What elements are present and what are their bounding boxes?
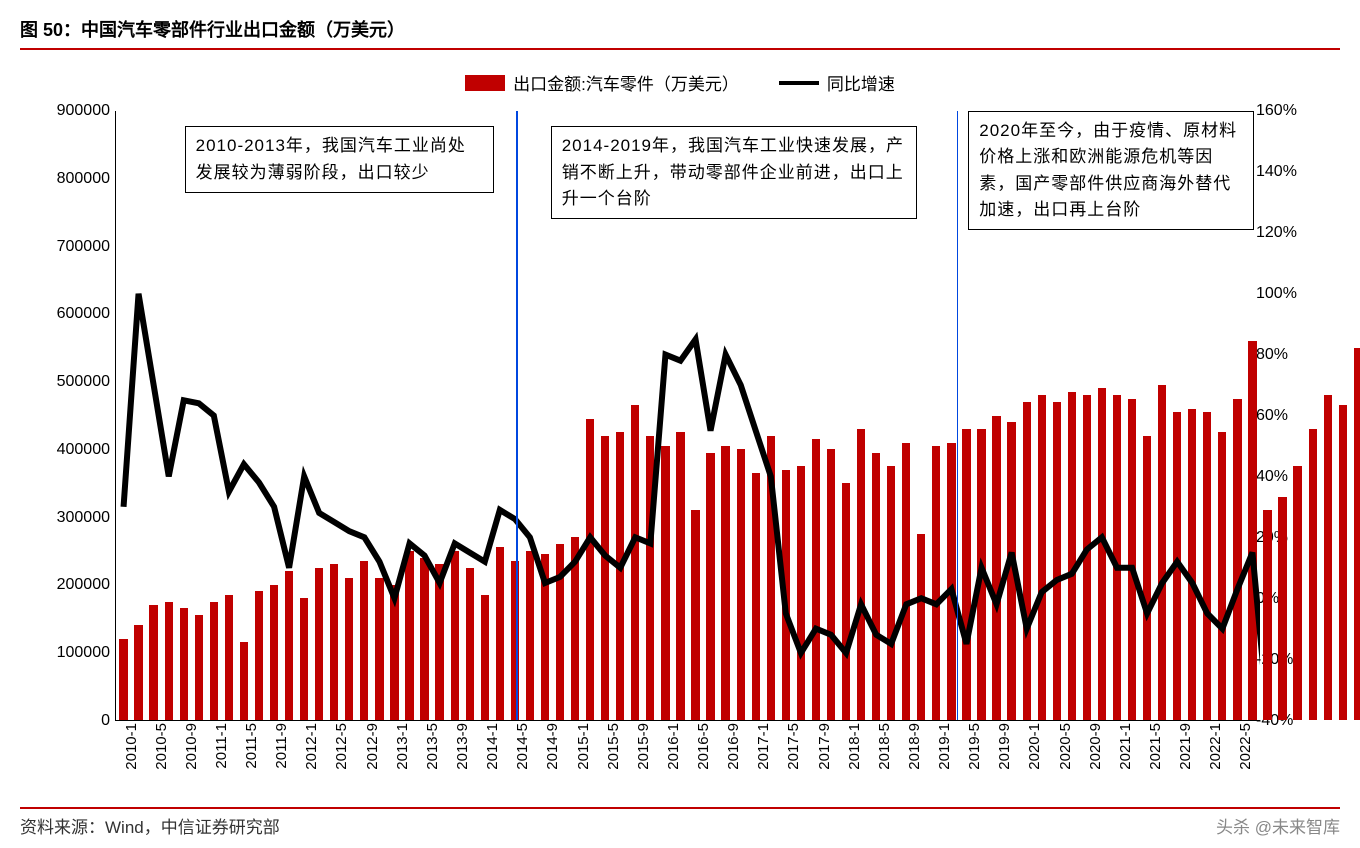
bar xyxy=(1354,348,1360,720)
x-tick: 2022-5 xyxy=(1237,723,1254,770)
y-left-tick: 100000 xyxy=(20,644,110,662)
x-axis: 2010-1 2010-5 2010-9 2011-1 2011-5 2011-9 2012… xyxy=(115,721,1260,801)
annotations-layer: 2010-2013年，我国汽车工业尚处发展较为薄弱阶段，出口较少 2014-201… xyxy=(116,111,1260,720)
bar xyxy=(1293,466,1301,720)
y-left-tick: 900000 xyxy=(20,102,110,120)
y-left-axis: 0100000200000300000400000500000600000700… xyxy=(20,111,110,721)
legend-bar-label: 出口金额:汽车零件（万美元） xyxy=(513,70,739,95)
x-tick: 2016-1 xyxy=(665,723,682,770)
x-tick: 2013-5 xyxy=(424,723,441,770)
y-left-tick: 800000 xyxy=(20,170,110,188)
y-right-tick: 160% xyxy=(1256,102,1346,120)
x-tick: 2010-5 xyxy=(153,723,170,770)
x-tick: 2011-1 xyxy=(213,723,230,769)
y-right-tick: 60% xyxy=(1256,407,1346,425)
divider-line xyxy=(957,111,959,720)
chart-container: 0 100000 200000 300000 400000 500000 600000 700… xyxy=(20,101,1340,801)
y-left-tick: 200000 xyxy=(20,576,110,594)
x-tick: 2017-5 xyxy=(785,723,802,770)
legend-item-bar: 出口金额:汽车零件（万美元） xyxy=(465,70,739,95)
y-right-tick: 140% xyxy=(1256,163,1346,181)
x-tick: 2016-5 xyxy=(695,723,712,770)
x-tick: 2011-5 xyxy=(243,723,260,769)
y-right-tick: 120% xyxy=(1256,224,1346,242)
x-tick: 2014-1 xyxy=(484,723,501,770)
x-tick: 2018-9 xyxy=(906,723,923,770)
x-tick: 2013-9 xyxy=(454,723,471,770)
chart-title: 图 50：中国汽车零部件行业出口金额（万美元） xyxy=(20,10,1340,50)
x-tick: 2016-9 xyxy=(725,723,742,770)
x-tick: 2017-9 xyxy=(816,723,833,770)
x-tick: 2014-9 xyxy=(544,723,561,770)
y-left-tick: 400000 xyxy=(20,441,110,459)
x-tick: 2021-5 xyxy=(1147,723,1164,770)
x-tick: 2017-1 xyxy=(755,723,772,770)
legend-item-line: 同比增速 xyxy=(779,70,895,95)
x-tick: 2021-1 xyxy=(1117,723,1134,770)
x-tick: 2019-9 xyxy=(996,723,1013,770)
y-right-tick: 100% xyxy=(1256,285,1346,303)
x-tick: 2020-9 xyxy=(1087,723,1104,770)
bar xyxy=(1324,395,1332,720)
watermark-text: 头杀 @未来智库 xyxy=(1216,813,1340,838)
x-tick: 2021-9 xyxy=(1177,723,1194,770)
y-left-tick: 600000 xyxy=(20,305,110,323)
x-tick: 2019-5 xyxy=(966,723,983,770)
x-tick: 2012-5 xyxy=(333,723,350,770)
x-tick: 2012-1 xyxy=(303,723,320,770)
x-tick: 2018-5 xyxy=(876,723,893,770)
x-tick: 2015-9 xyxy=(635,723,652,770)
x-tick: 2011-9 xyxy=(273,723,290,769)
x-tick: 2018-1 xyxy=(846,723,863,770)
chart-footer: 资料来源：Wind，中信证券研究部 头杀 @未来智库 xyxy=(20,807,1340,838)
line-swatch-icon xyxy=(779,81,819,85)
x-tick: 2020-5 xyxy=(1057,723,1074,770)
x-tick: 2012-9 xyxy=(364,723,381,770)
x-tick: 2020-1 xyxy=(1026,723,1043,770)
x-tick: 2010-9 xyxy=(183,723,200,770)
bar xyxy=(1339,405,1347,720)
annotation-box: 2020年至今，由于疫情、原材料价格上涨和欧洲能源危机等因素，国产零部件供应商海… xyxy=(968,111,1254,230)
annotation-box: 2010-2013年，我国汽车工业尚处发展较为薄弱阶段，出口较少 xyxy=(185,126,494,193)
y-left-tick: 500000 xyxy=(20,373,110,391)
bar xyxy=(1309,429,1317,720)
source-text: 资料来源：Wind，中信证券研究部 xyxy=(20,813,280,838)
bar xyxy=(1278,497,1286,720)
y-left-tick: 700000 xyxy=(20,238,110,256)
y-left-tick: 300000 xyxy=(20,509,110,527)
legend-line-label: 同比增速 xyxy=(827,70,895,95)
bar xyxy=(1263,510,1271,720)
x-tick: 2010-1 xyxy=(123,723,140,770)
x-tick: 2014-5 xyxy=(514,723,531,770)
x-tick: 2022-1 xyxy=(1207,723,1224,770)
y-left-tick: 0 xyxy=(20,712,110,730)
x-tick: 2013-1 xyxy=(394,723,411,770)
x-tick: 2019-1 xyxy=(936,723,953,770)
legend: 出口金额:汽车零件（万美元） 同比增速 xyxy=(20,60,1340,101)
annotation-box: 2014-2019年，我国汽车工业快速发展，产销不断上升，带动零部件企业前进，出… xyxy=(551,126,917,219)
plot-area: 2010-2013年，我国汽车工业尚处发展较为薄弱阶段，出口较少 2014-201… xyxy=(115,111,1260,721)
x-tick: 2015-5 xyxy=(605,723,622,770)
bar-swatch-icon xyxy=(465,75,505,91)
x-tick: 2015-1 xyxy=(575,723,592,770)
y-right-tick: 80% xyxy=(1256,346,1346,364)
divider-line xyxy=(516,111,518,720)
